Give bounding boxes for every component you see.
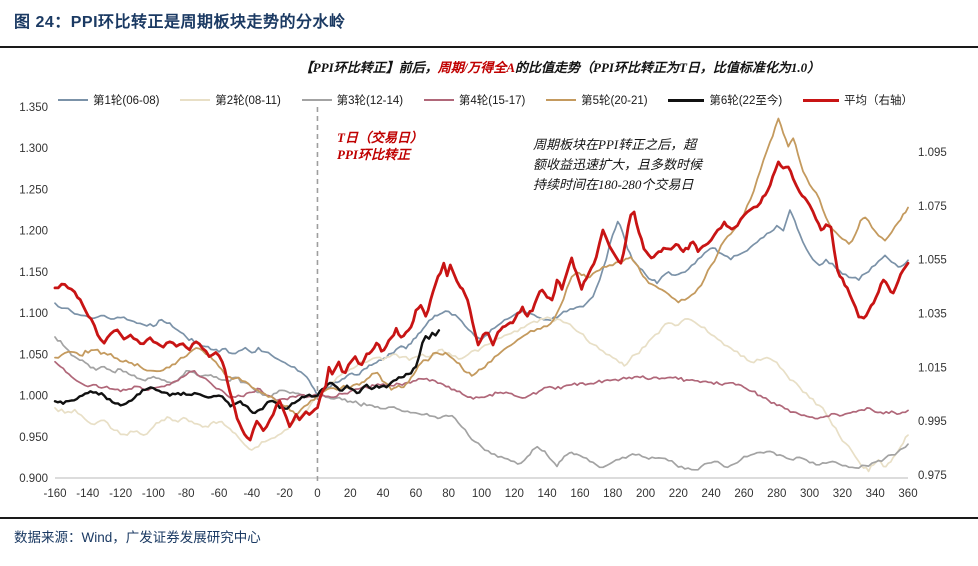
- legend-item-round5: 第5轮(20-21): [546, 92, 648, 108]
- subtitle-part2: 的比值走势（PPI环比转正为T日，比值标准化为1.0）: [515, 60, 821, 75]
- svg-text:220: 220: [669, 488, 688, 500]
- svg-text:360: 360: [898, 488, 917, 500]
- subtitle-highlight: 周期/万得全A: [437, 60, 516, 75]
- chart-subtitle: 【PPI环比转正】前后，周期/万得全A的比值走势（PPI环比转正为T日，比值标准…: [150, 57, 970, 76]
- legend-swatch-round2: [180, 99, 211, 101]
- svg-text:1.095: 1.095: [918, 147, 947, 159]
- svg-text:300: 300: [800, 488, 819, 500]
- svg-text:1.100: 1.100: [19, 308, 48, 320]
- svg-text:1.015: 1.015: [918, 362, 947, 374]
- svg-text:0.995: 0.995: [918, 416, 947, 428]
- svg-text:340: 340: [866, 488, 885, 500]
- legend-label-average: 平均（右轴）: [843, 95, 913, 107]
- svg-text:1.055: 1.055: [918, 255, 947, 267]
- legend-label-round4: 第4轮(15-17): [458, 95, 526, 107]
- svg-text:80: 80: [442, 488, 455, 500]
- svg-text:1.035: 1.035: [918, 309, 947, 321]
- svg-text:-140: -140: [76, 488, 99, 500]
- svg-text:-40: -40: [244, 488, 261, 500]
- svg-text:1.250: 1.250: [19, 184, 48, 196]
- svg-text:-20: -20: [276, 488, 293, 500]
- note-annotation-line3: 持续时间在180-280个交易日: [533, 177, 694, 192]
- svg-text:1.050: 1.050: [19, 349, 48, 361]
- svg-text:0.975: 0.975: [918, 470, 947, 482]
- svg-text:-60: -60: [211, 488, 228, 500]
- chart-legend: 第1轮(06-08) 第2轮(08-11) 第3轮(12-14) 第4轮(15-…: [58, 92, 913, 108]
- svg-text:60: 60: [409, 488, 422, 500]
- note-annotation-line2: 额收益迅速扩大，且多数时候: [533, 157, 703, 172]
- legend-label-round1: 第1轮(06-08): [93, 95, 160, 107]
- legend-item-average: 平均（右轴）: [802, 92, 913, 108]
- legend-item-round3: 第3轮(12-14): [301, 92, 404, 108]
- svg-text:0: 0: [314, 488, 320, 500]
- legend-swatch-round3: [301, 99, 332, 101]
- svg-text:0.950: 0.950: [19, 432, 48, 444]
- svg-text:320: 320: [833, 488, 852, 500]
- svg-text:120: 120: [505, 488, 524, 500]
- svg-text:1.200: 1.200: [19, 226, 48, 238]
- t-day-annotation-line2: PPI环比转正: [337, 147, 410, 162]
- svg-text:100: 100: [472, 488, 491, 500]
- svg-text:1.000: 1.000: [19, 391, 48, 403]
- svg-text:-80: -80: [178, 488, 195, 500]
- legend-item-round4: 第4轮(15-17): [423, 92, 526, 108]
- svg-text:-120: -120: [109, 488, 132, 500]
- svg-text:1.150: 1.150: [19, 267, 48, 279]
- footer-divider: [0, 517, 978, 519]
- svg-text:140: 140: [538, 488, 557, 500]
- title-divider: [0, 46, 978, 48]
- svg-text:180: 180: [603, 488, 622, 500]
- svg-text:280: 280: [767, 488, 786, 500]
- legend-item-round1: 第1轮(06-08): [58, 92, 159, 108]
- legend-label-round5: 第5轮(20-21): [581, 95, 648, 107]
- legend-item-round2: 第2轮(08-11): [180, 92, 281, 108]
- svg-text:200: 200: [636, 488, 655, 500]
- svg-text:260: 260: [734, 488, 753, 500]
- legend-label-round6: 第6轮(22至今): [709, 95, 783, 107]
- svg-text:1.300: 1.300: [19, 143, 48, 155]
- legend-swatch-round5: [546, 99, 577, 101]
- svg-text:-100: -100: [142, 488, 165, 500]
- figure-title: 图 24：PPI环比转正是周期板块走势的分水岭: [14, 14, 346, 31]
- svg-text:20: 20: [344, 488, 357, 500]
- data-source: 数据来源：Wind，广发证券发展研究中心: [14, 530, 261, 545]
- svg-text:-160: -160: [43, 488, 66, 500]
- note-annotation: 周期板块在PPI转正之后，超 额收益迅速扩大，且多数时候 持续时间在180-28…: [533, 135, 702, 195]
- svg-text:1.350: 1.350: [19, 102, 48, 114]
- t-day-annotation: T日（交易日） PPI环比转正: [337, 129, 423, 163]
- legend-label-round2: 第2轮(08-11): [215, 95, 281, 107]
- legend-swatch-round1: [58, 99, 88, 101]
- svg-text:1.075: 1.075: [918, 201, 947, 213]
- legend-swatch-average: [802, 98, 839, 102]
- legend-item-round6: 第6轮(22至今): [668, 92, 782, 108]
- svg-text:160: 160: [570, 488, 589, 500]
- legend-label-round3: 第3轮(12-14): [336, 95, 404, 107]
- svg-text:240: 240: [702, 488, 721, 500]
- t-day-annotation-line1: T日（交易日）: [337, 130, 423, 145]
- legend-swatch-round6: [668, 98, 705, 102]
- legend-swatch-round4: [423, 99, 454, 101]
- svg-text:40: 40: [377, 488, 390, 500]
- note-annotation-line1: 周期板块在PPI转正之后，超: [533, 137, 697, 152]
- subtitle-part1: 【PPI环比转正】前后，: [299, 60, 438, 75]
- svg-text:0.900: 0.900: [19, 473, 48, 485]
